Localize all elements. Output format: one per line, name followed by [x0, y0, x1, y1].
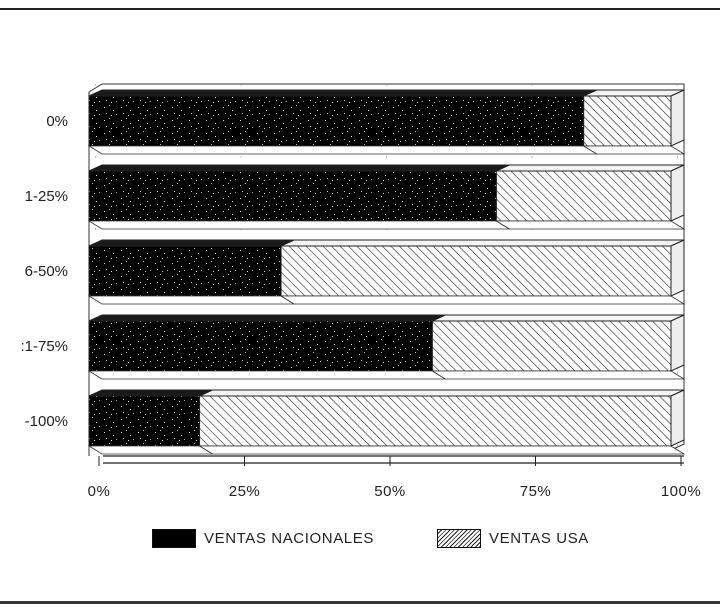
bar-side-2: [670, 239, 685, 297]
stacked-bar-chart: 0% 1-25% 6-50% :1-75% -100% 0% 25% 50% 75% 100%: [20, 83, 701, 500]
bar-base-ventas-usa-4: [198, 445, 686, 455]
bar-base-ventas-usa-1: [494, 220, 686, 230]
bar-base-ventas-usa-2: [279, 295, 686, 305]
x-tick-label-75: 75%: [520, 483, 552, 500]
bar-top-ventas-usa-1: [496, 164, 685, 172]
x-tick-label-100: 100%: [661, 483, 701, 500]
bar-top-ventas-usa-3: [432, 314, 685, 322]
bar-ventas-nacionales-1: [88, 170, 497, 222]
bar-top-ventas-nacionales-1: [88, 164, 510, 172]
bar-base-ventas-usa-3: [430, 370, 686, 380]
bar-base-ventas-nacionales-0: [87, 145, 599, 155]
x-axis: 0% 25% 50% 75% 100%: [88, 455, 701, 500]
bar-top-ventas-nacionales-3: [88, 314, 446, 322]
bar-base-ventas-nacionales-3: [87, 370, 447, 380]
bar-ventas-nacionales-0: [88, 95, 585, 147]
bar-ventas-usa-2: [280, 245, 672, 297]
bar-side-3: [670, 314, 685, 372]
bar-side-1: [670, 164, 685, 222]
category-label-6-50: 6-50%: [25, 263, 68, 280]
plot-back-wall: [88, 83, 685, 451]
legend-item-usa: VENTAS USA: [437, 527, 589, 549]
bar-ventas-nacionales-2: [88, 245, 282, 297]
legend-item-nacionales: VENTAS NACIONALES: [152, 527, 374, 549]
legend-label-usa: VENTAS USA: [489, 529, 589, 547]
bar-group-1-75: [87, 314, 686, 380]
bar-ventas-usa-1: [495, 170, 672, 222]
category-label-1-75: :1-75%: [20, 338, 68, 355]
legend-swatch-usa: [437, 528, 481, 548]
category-label-100: -100%: [25, 413, 68, 430]
bar-ventas-usa-3: [431, 320, 672, 372]
top-rule: [0, 8, 720, 10]
category-label-1-25: 1-25%: [25, 188, 68, 205]
bar-group-1-25: [87, 164, 686, 230]
bar-ventas-nacionales-3: [88, 320, 433, 372]
bar-top-ventas-usa-4: [199, 389, 685, 397]
bar-ventas-usa-0: [583, 95, 672, 147]
category-label-0: 0%: [46, 113, 68, 130]
bar-top-ventas-usa-2: [280, 239, 685, 247]
bar-base-ventas-nacionales-2: [87, 295, 296, 305]
bar-top-ventas-nacionales-4: [88, 389, 213, 397]
bar-top-ventas-usa-0: [583, 89, 685, 97]
legend: VENTAS NACIONALES VENTAS USA: [0, 527, 720, 549]
bar-base-ventas-nacionales-1: [87, 220, 511, 230]
bar-ventas-usa-4: [199, 395, 672, 447]
bottom-rule: [0, 601, 720, 604]
bar-side-4: [670, 389, 685, 447]
x-tick-label-50: 50%: [374, 483, 406, 500]
x-tick-label-0: 0%: [88, 483, 111, 500]
bar-base-ventas-nacionales-4: [87, 445, 214, 455]
bar-ventas-nacionales-4: [88, 395, 201, 447]
bar-side-0: [670, 89, 685, 147]
bar-top-ventas-nacionales-0: [88, 89, 597, 97]
bar-top-ventas-nacionales-2: [88, 239, 295, 247]
bar-group-6-50: [87, 239, 686, 305]
legend-label-nacionales: VENTAS NACIONALES: [204, 529, 374, 547]
legend-swatch-nacionales: [152, 528, 196, 548]
bar-group-100: [87, 389, 686, 455]
bars: [87, 89, 686, 455]
bar-base-ventas-usa-0: [582, 145, 686, 155]
category-labels: 0% 1-25% 6-50% :1-75% -100%: [20, 113, 68, 430]
x-tick-label-25: 25%: [229, 483, 261, 500]
bar-group-0: [87, 89, 686, 155]
